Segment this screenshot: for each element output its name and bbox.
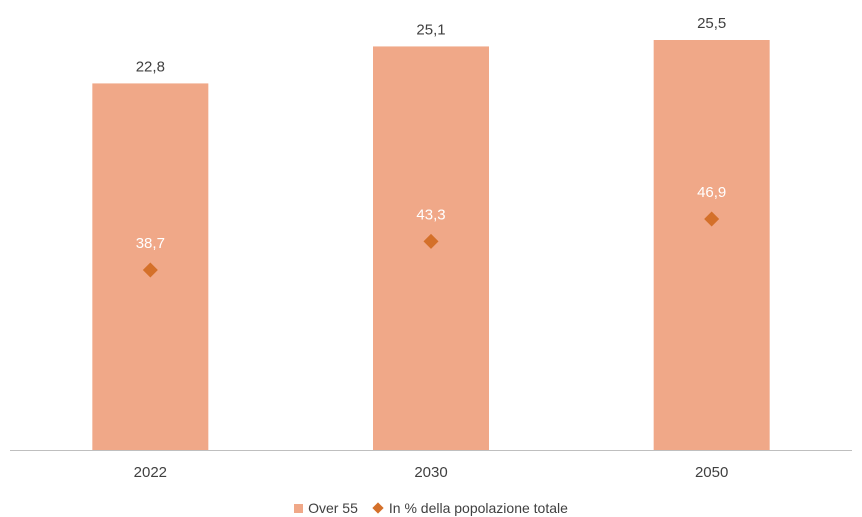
chart-plot: 22,8 38,7 2022 25,1 43,3 2030 25,5 46,9 2050: [10, 15, 852, 481]
legend-label-over-55: Over 55: [308, 500, 358, 516]
bar-value-label-2030: 25,1: [416, 21, 445, 38]
x-tick-label-2022: 2022: [134, 464, 167, 481]
legend-item-over-55: Over 55: [294, 500, 358, 516]
legend-label-percent: In % della popolazione totale: [388, 500, 568, 516]
marker-value-label-2022: 38,7: [136, 235, 165, 252]
legend-diamond-icon: [372, 502, 384, 514]
bar-value-label-2022: 22,8: [136, 58, 165, 75]
legend-square-icon: [294, 503, 304, 513]
marker-2030: [423, 233, 439, 249]
x-tick-label-2050: 2050: [695, 464, 728, 481]
bar-2050: [653, 40, 770, 450]
x-tick-label-2030: 2030: [414, 464, 447, 481]
marker-2022: [142, 262, 158, 278]
legend-item-percent: In % della popolazione totale: [372, 500, 568, 516]
chart-legend: Over 55 In % della popolazione totale: [0, 500, 862, 516]
marker-2050: [704, 211, 720, 227]
marker-value-label-2050: 46,9: [697, 184, 726, 201]
bar-value-label-2050: 25,5: [697, 15, 726, 32]
marker-value-label-2030: 43,3: [416, 206, 445, 223]
